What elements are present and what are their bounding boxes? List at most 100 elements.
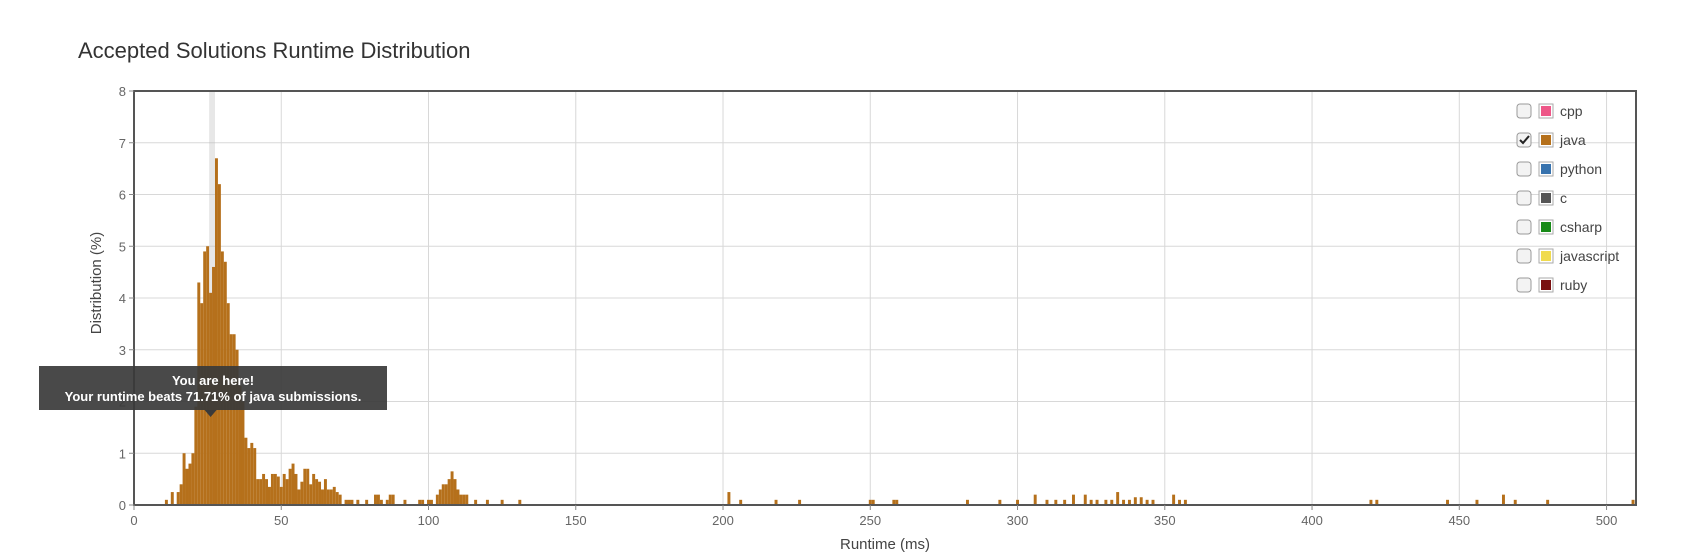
bar-java[interactable] (268, 486, 271, 505)
bar-java[interactable] (518, 499, 522, 505)
bar-java[interactable] (500, 499, 504, 505)
bar-java[interactable] (194, 406, 198, 505)
bar-java[interactable] (338, 494, 342, 505)
bar-java[interactable] (285, 479, 289, 505)
bar-java[interactable] (1054, 499, 1058, 505)
bar-java[interactable] (391, 494, 395, 505)
bar-java[interactable] (403, 499, 407, 505)
bar-java[interactable] (453, 479, 457, 505)
bar-java[interactable] (300, 481, 304, 505)
bar-java[interactable] (241, 401, 245, 506)
bar-java[interactable] (459, 494, 463, 505)
bar-java[interactable] (418, 499, 422, 505)
bar-java[interactable] (329, 489, 333, 505)
bar-java[interactable] (1063, 499, 1067, 505)
legend-checkbox[interactable] (1516, 103, 1532, 119)
bar-java[interactable] (265, 479, 269, 505)
bar-java[interactable] (450, 471, 454, 505)
bar-java[interactable] (250, 442, 254, 505)
legend-checkbox[interactable] (1516, 161, 1532, 177)
bar-java[interactable] (253, 448, 257, 505)
bar-java[interactable] (365, 499, 369, 505)
legend-item-cpp[interactable]: cpp (1516, 103, 1583, 119)
bar-java[interactable] (388, 494, 392, 505)
bar-java[interactable] (1546, 499, 1550, 505)
legend-checkbox[interactable] (1516, 277, 1532, 293)
legend-checkbox[interactable] (1516, 248, 1532, 264)
bar-java[interactable] (1016, 499, 1020, 505)
bar-java[interactable] (214, 158, 218, 505)
bar-java[interactable] (229, 334, 233, 505)
bar-java[interactable] (259, 479, 263, 505)
bar-java[interactable] (191, 453, 195, 505)
bar-java[interactable] (965, 499, 969, 505)
bar-java[interactable] (1139, 497, 1143, 505)
bar-java[interactable] (998, 499, 1002, 505)
bar-java[interactable] (326, 489, 330, 505)
bar-java[interactable] (868, 499, 872, 505)
bar-java[interactable] (427, 499, 430, 505)
legend-item-c[interactable]: c (1516, 190, 1567, 206)
bar-java[interactable] (435, 494, 439, 505)
bar-java[interactable] (312, 473, 316, 505)
bar-java[interactable] (1045, 499, 1049, 505)
bar-java[interactable] (294, 473, 298, 505)
bar-java[interactable] (441, 484, 445, 505)
bar-java[interactable] (282, 473, 286, 505)
bar-java[interactable] (456, 489, 460, 505)
bar-java[interactable] (429, 499, 433, 505)
bar-java[interactable] (291, 463, 295, 505)
bar-java[interactable] (1122, 499, 1126, 505)
bar-java[interactable] (297, 489, 301, 505)
bar-java[interactable] (1475, 499, 1479, 505)
bar-java[interactable] (1183, 499, 1187, 505)
bar-java[interactable] (318, 481, 322, 505)
bar-java[interactable] (1172, 494, 1176, 505)
bar-java[interactable] (444, 484, 448, 505)
bar-java[interactable] (379, 499, 383, 505)
legend-item-java[interactable]: java (1516, 132, 1586, 148)
bar-java[interactable] (1127, 499, 1131, 505)
bar-java[interactable] (262, 473, 266, 505)
bar-java[interactable] (1501, 494, 1505, 505)
bar-java[interactable] (244, 437, 248, 505)
bar-java[interactable] (892, 499, 896, 505)
bar-java[interactable] (303, 468, 307, 505)
legend-item-python[interactable]: python (1516, 161, 1602, 177)
bar-java[interactable] (235, 349, 239, 505)
bar-java[interactable] (895, 499, 899, 505)
bar-java[interactable] (1089, 499, 1093, 505)
bar-java[interactable] (232, 334, 236, 505)
bar-java[interactable] (1145, 499, 1149, 505)
bar-java[interactable] (798, 499, 802, 505)
bar-java[interactable] (1178, 499, 1181, 505)
bar-java[interactable] (462, 494, 466, 505)
bar-java[interactable] (1110, 499, 1114, 505)
bar-java[interactable] (374, 494, 377, 505)
bar-java[interactable] (217, 184, 221, 505)
bar-java[interactable] (356, 499, 360, 505)
bar-java[interactable] (1631, 499, 1635, 505)
bar-java[interactable] (871, 499, 875, 505)
bar-java[interactable] (1446, 499, 1449, 505)
bar-java[interactable] (276, 476, 280, 505)
bar-java[interactable] (485, 499, 489, 505)
bar-java[interactable] (256, 479, 260, 505)
legend-item-ruby[interactable]: ruby (1516, 277, 1587, 293)
bar-java[interactable] (438, 489, 442, 505)
bar-java[interactable] (474, 499, 478, 505)
bar-java[interactable] (185, 468, 189, 505)
bar-java[interactable] (350, 499, 354, 505)
bar-java[interactable] (182, 453, 186, 505)
bar-java[interactable] (344, 499, 348, 505)
bar-java[interactable] (306, 468, 310, 505)
bar-java[interactable] (1133, 497, 1137, 505)
bar-java[interactable] (309, 484, 313, 505)
bar-java[interactable] (1151, 499, 1155, 505)
bar-java[interactable] (385, 499, 389, 505)
bar-java[interactable] (247, 448, 251, 505)
bar-java[interactable] (774, 499, 778, 505)
legend-item-csharp[interactable]: csharp (1516, 219, 1602, 235)
bar-java[interactable] (1116, 492, 1120, 505)
bar-java[interactable] (238, 385, 242, 505)
